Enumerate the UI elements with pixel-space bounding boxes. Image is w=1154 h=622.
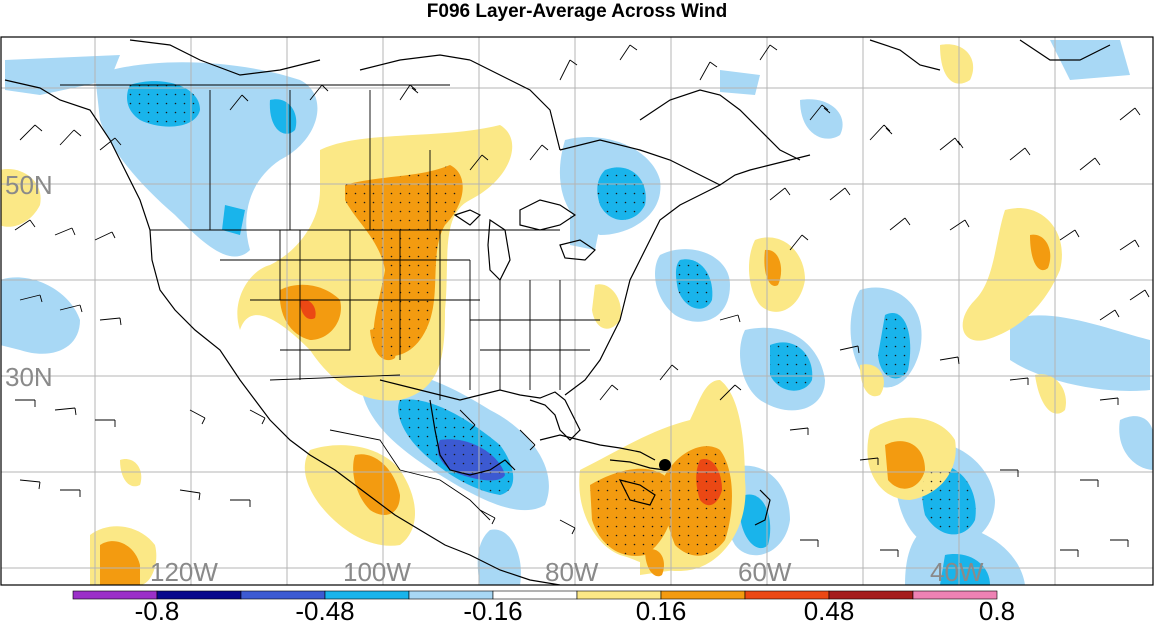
colorbar-label: -0.8: [135, 596, 180, 622]
colorbar-label: -0.16: [463, 596, 522, 622]
chart-title: F096 Layer-Average Across Wind: [426, 1, 728, 22]
lat-label-50n: 50N: [5, 170, 53, 200]
colorbar-label: 0.48: [804, 596, 855, 622]
lon-label-100w: 100W: [343, 557, 411, 587]
wind-barbs: [14, 44, 1150, 557]
political-borders: [60, 84, 600, 521]
shading-layer: [1, 40, 1153, 585]
colorbar-label: 0.16: [636, 596, 687, 622]
lon-label-60w: 60W: [738, 557, 792, 587]
colorbar: [72, 590, 998, 600]
graticule: [1, 37, 1153, 585]
black-dot-marker: [659, 459, 671, 471]
colorbar-label: -0.48: [295, 596, 354, 622]
coastlines: [4, 39, 1111, 585]
lon-label-80w: 80W: [545, 557, 599, 587]
map-frame: [0, 36, 1154, 586]
colorbar-label: 0.8: [979, 596, 1015, 622]
lon-label-120w: 120W: [150, 557, 218, 587]
colorbar-labels: -0.8 -0.48 -0.16 0.16 0.48 0.8: [135, 596, 1015, 622]
lat-label-30n: 30N: [5, 362, 53, 392]
colorbar-segment: [912, 590, 998, 600]
lon-label-40w: 40W: [930, 557, 984, 587]
